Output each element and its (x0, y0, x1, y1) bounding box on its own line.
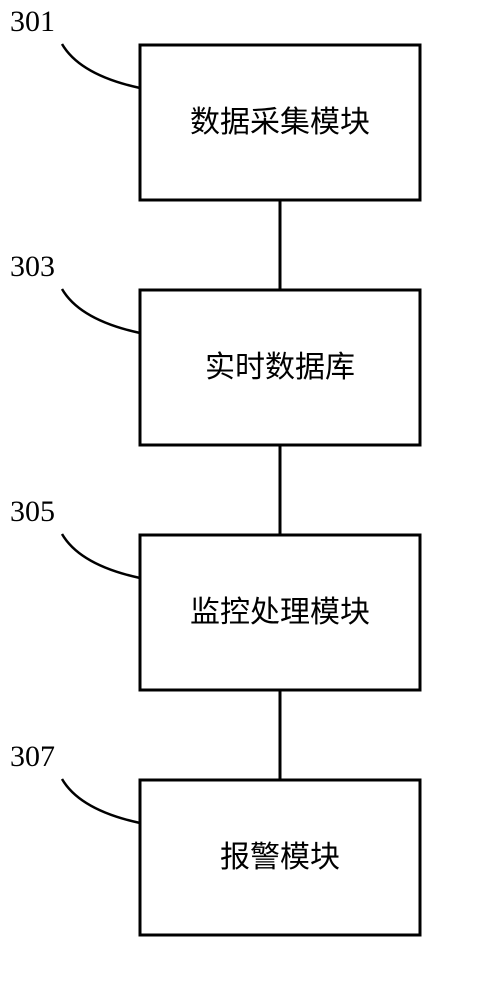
flowchart-diagram: 数据采集模块 301 实时数据库 303 监控处理模块 305 报警模块 307 (0, 0, 504, 1000)
leader-line (62, 534, 140, 578)
leader-line (62, 289, 140, 333)
flow-node-label: 数据采集模块 (190, 106, 370, 139)
flow-node: 数据采集模块 301 (10, 5, 420, 200)
flow-node-number: 303 (10, 250, 55, 283)
flow-node-number: 301 (10, 5, 55, 38)
flow-node-label: 监控处理模块 (190, 596, 370, 629)
flow-node-number: 305 (10, 495, 55, 528)
flow-node: 报警模块 307 (10, 740, 420, 935)
flow-node-label: 报警模块 (220, 841, 340, 874)
flow-node: 实时数据库 303 (10, 250, 420, 445)
flow-node-label: 实时数据库 (205, 351, 355, 384)
flow-node: 监控处理模块 305 (10, 495, 420, 690)
leader-line (62, 44, 140, 88)
flow-node-number: 307 (10, 740, 55, 773)
leader-line (62, 779, 140, 823)
